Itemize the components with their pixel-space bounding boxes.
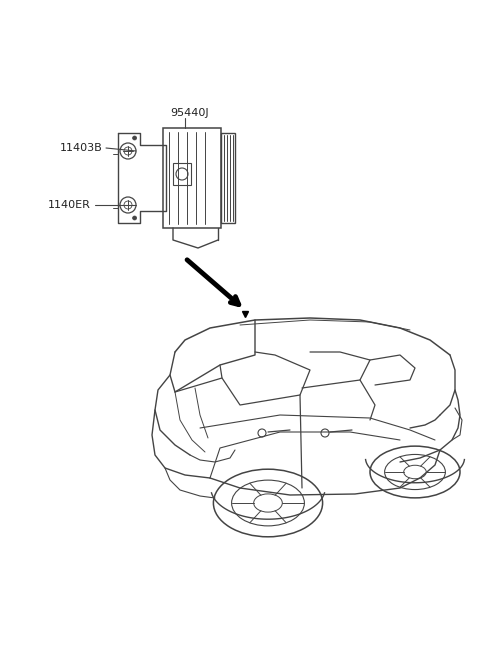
Text: 1140ER: 1140ER (48, 200, 91, 210)
Circle shape (132, 136, 137, 140)
Text: 11403B: 11403B (60, 143, 103, 153)
Bar (173, 163, 191, 185)
Bar (163, 128, 221, 228)
Bar (221, 133, 235, 223)
Text: 95440J: 95440J (170, 108, 209, 118)
Circle shape (132, 216, 137, 220)
